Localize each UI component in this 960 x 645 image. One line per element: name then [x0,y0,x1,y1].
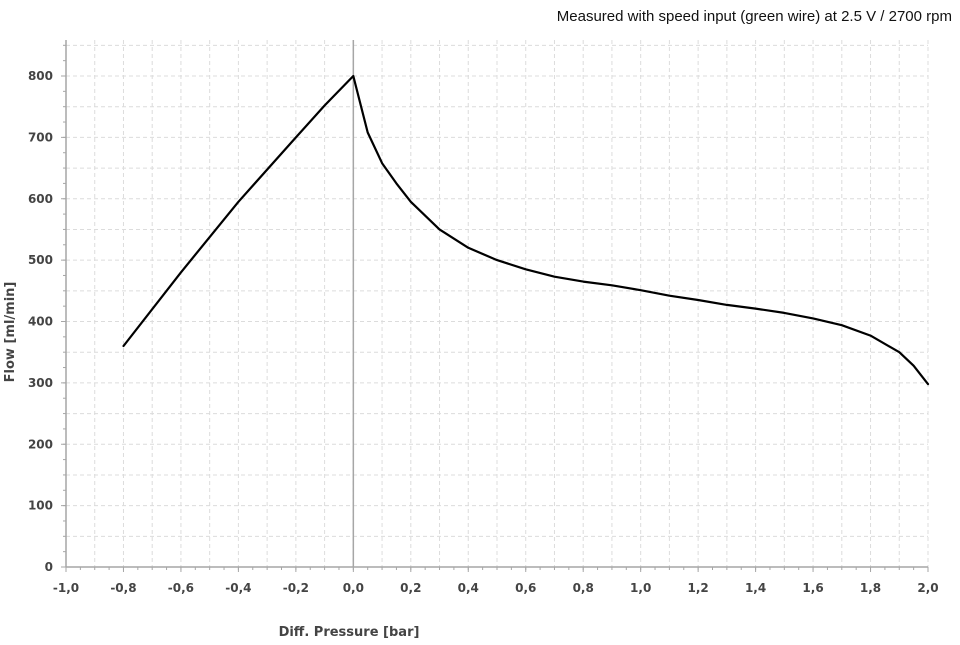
y-axis-title: Flow [ml/min] [3,282,18,383]
y-tick-label: 200 [28,437,53,451]
x-tick-label: 1,4 [745,581,766,595]
x-tick-label: 0,2 [400,581,421,595]
x-tick-label: -0,8 [110,581,136,595]
series-layer [122,74,930,386]
x-axis-title: Diff. Pressure [bar] [279,625,420,640]
x-tick-label: 0,4 [458,581,479,595]
x-tick-label: 1,2 [688,581,709,595]
x-tick-label: -1,0 [53,581,79,595]
y-tick-label: 500 [28,253,53,267]
x-tick-label: -0,6 [168,581,194,595]
y-tick-label: 600 [28,192,53,206]
axes [61,40,929,572]
y-tick-label: 700 [28,130,53,144]
flow-curve-line [122,74,930,386]
y-tick-label: 300 [28,376,53,390]
y-tick-label: 800 [28,69,53,83]
x-tick-label: 0,6 [515,581,536,595]
x-tick-label: 0,8 [573,581,594,595]
y-tick-label: 100 [28,499,53,513]
x-tick-label: 1,8 [860,581,881,595]
x-tick-label: 1,0 [630,581,651,595]
y-tick-label: 0 [45,560,53,574]
x-tick-label: -0,2 [283,581,309,595]
x-tick-label: -0,4 [225,581,251,595]
x-tick-label: 1,6 [802,581,823,595]
x-tick-label: 0,0 [343,581,364,595]
chart-title: Measured with speed input (green wire) a… [557,8,952,25]
x-tick-label: 2,0 [917,581,938,595]
y-tick-label: 400 [28,315,53,329]
tick-labels: -1,0 -0,8 -0,6 -0,4 -0,2 0,0 0,2 0,4 0,6 0,8 1,0 1,… [28,69,939,595]
grid [65,40,929,567]
